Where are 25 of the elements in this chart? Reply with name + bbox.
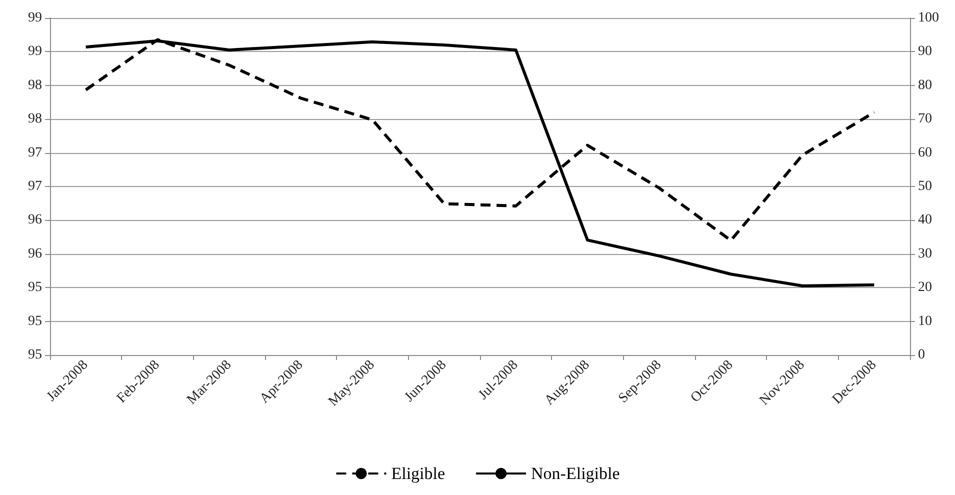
y-tick-label: 98 [28, 78, 42, 93]
y-tick-label: 95 [28, 314, 42, 329]
y2-tick-label: 10 [918, 314, 932, 329]
y-tick-label: 96 [28, 246, 42, 262]
y2-tick-label: 40 [918, 212, 932, 228]
y2-tick-label: 80 [918, 78, 932, 93]
y-tick-label: 97 [28, 145, 42, 160]
y-tick-label: 99 [28, 44, 42, 60]
y2-tick-label: 50 [918, 179, 932, 194]
y2-tick-label: 0 [918, 348, 925, 362]
y2-tick-label: 30 [918, 246, 932, 262]
y-tick-label: 97 [28, 179, 42, 194]
y-tick-label: 96 [28, 212, 42, 228]
legend-label: Non-Eligible [531, 464, 620, 483]
line-series [84, 39, 876, 288]
y2-tick-label: 100 [918, 10, 939, 26]
y-tick-label: 95 [28, 280, 42, 296]
y2-tick-label: 70 [918, 112, 932, 127]
y-tick-label: 95 [28, 348, 42, 362]
y-tick-label: 99 [28, 10, 42, 26]
y-tick-label: 98 [28, 112, 42, 127]
y2-tick-label: 20 [918, 280, 932, 296]
y2-tick-label: 90 [918, 44, 932, 60]
legend-label: Eligible [391, 464, 446, 483]
y2-tick-label: 60 [918, 145, 932, 160]
